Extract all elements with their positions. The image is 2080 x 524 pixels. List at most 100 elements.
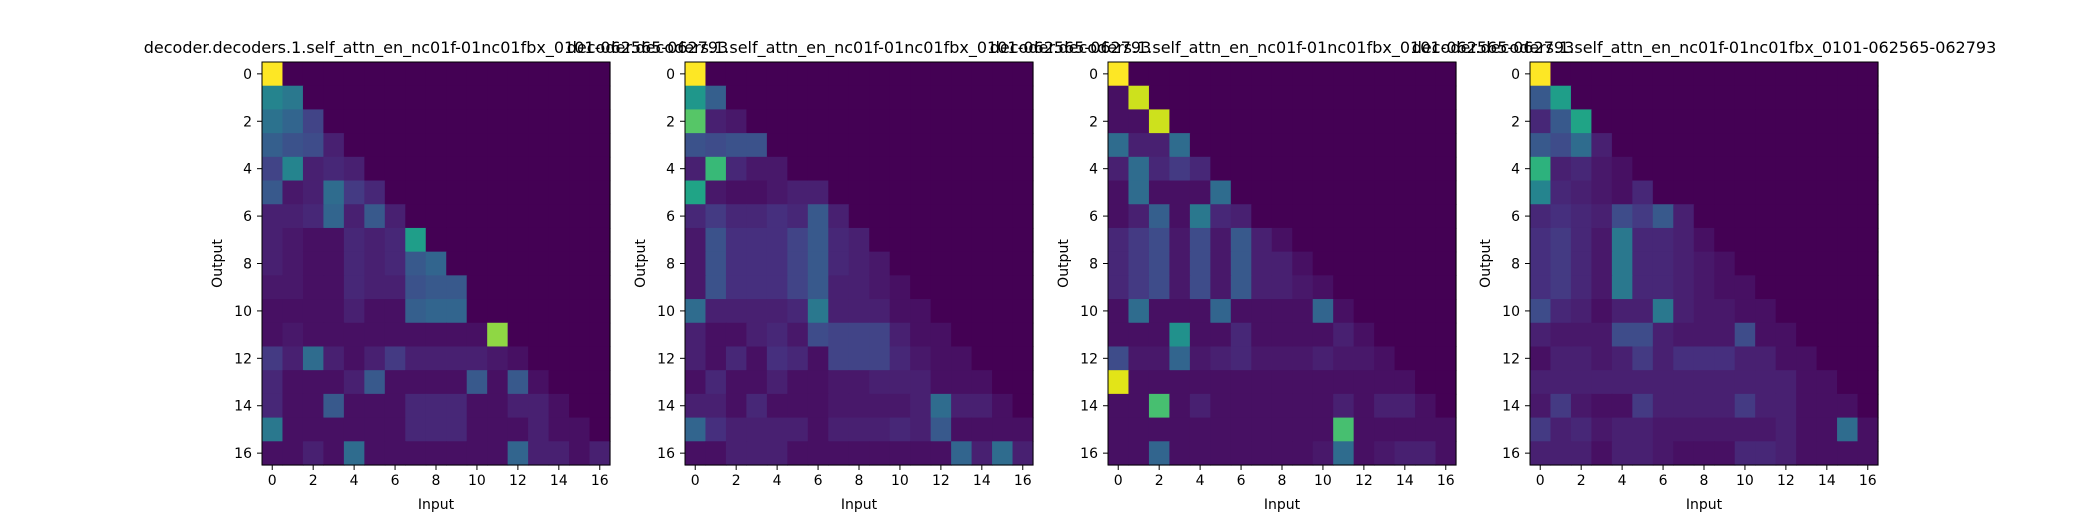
heatmap-cell xyxy=(1353,370,1375,395)
heatmap-cell xyxy=(1189,322,1211,348)
y-axis-label: Output xyxy=(1056,239,1072,288)
heatmap-cell xyxy=(1394,227,1416,253)
heatmap-cell xyxy=(1108,204,1130,229)
y-tick-label: 10 xyxy=(657,304,675,320)
heatmap-cell xyxy=(1148,346,1171,371)
heatmap-cell xyxy=(1591,275,1613,300)
heatmap-cell xyxy=(1734,204,1756,229)
heatmap-cell xyxy=(1611,417,1633,442)
x-tick-label: 8 xyxy=(432,473,441,489)
heatmap-cell xyxy=(951,156,973,182)
x-tick-label: 10 xyxy=(468,473,486,489)
heatmap-cell xyxy=(282,393,304,419)
heatmap-cell xyxy=(323,109,345,134)
heatmap-panel: 0 2 4 6 8 10 12 14 16 0 2 4 6 8 10 12 14 16 Input Output dec… xyxy=(144,38,729,513)
y-tick-label: 8 xyxy=(1089,257,1098,273)
heatmap-cell xyxy=(1128,417,1150,442)
y-tick-label: 0 xyxy=(666,67,675,83)
heatmap-cell xyxy=(1632,109,1654,134)
heatmap-cell xyxy=(1837,133,1859,158)
heatmap-cell xyxy=(1816,441,1838,466)
heatmap-cell xyxy=(1693,417,1715,442)
heatmap-cell xyxy=(1169,133,1191,158)
heatmap-cell xyxy=(1693,370,1715,395)
heatmap-cell xyxy=(1312,370,1334,395)
heatmap-cell xyxy=(1816,109,1838,134)
heatmap-cell xyxy=(569,393,591,419)
heatmap-cell xyxy=(766,204,788,229)
heatmap-cell xyxy=(992,109,1014,134)
heatmap-cell xyxy=(1251,417,1273,442)
heatmap-cell xyxy=(766,393,788,419)
heatmap-cell xyxy=(1734,109,1756,134)
heatmap-cell xyxy=(1169,370,1191,395)
heatmap-cell xyxy=(569,417,591,442)
heatmap-cell xyxy=(1108,62,1130,87)
heatmap-cell xyxy=(302,227,325,253)
heatmap-cell xyxy=(766,85,788,111)
heatmap-cell xyxy=(1591,346,1613,371)
heatmap-cell xyxy=(951,322,973,348)
heatmap-cell xyxy=(446,133,468,158)
heatmap-cell xyxy=(725,441,748,466)
heatmap-cell xyxy=(1570,393,1593,419)
heatmap-cell xyxy=(1652,346,1674,371)
heatmap-cell xyxy=(262,85,284,111)
heatmap-cell xyxy=(1189,180,1211,205)
heatmap-cell xyxy=(302,441,325,466)
heatmap-cell xyxy=(1312,180,1334,205)
heatmap-cell xyxy=(848,133,870,158)
heatmap-cell xyxy=(807,251,829,276)
heatmap-cell xyxy=(589,299,611,324)
heatmap-cell xyxy=(1652,299,1674,324)
heatmap-cell xyxy=(1292,85,1314,111)
heatmap-cell xyxy=(1857,133,1879,158)
heatmap-cell xyxy=(1292,417,1314,442)
heatmap-cell xyxy=(1415,180,1437,205)
heatmap-cell xyxy=(766,346,788,371)
heatmap-cell xyxy=(323,204,345,229)
heatmap-cell xyxy=(548,322,570,348)
heatmap-cell xyxy=(487,441,509,466)
heatmap-cell xyxy=(1734,62,1756,87)
heatmap-cell xyxy=(705,156,727,182)
heatmap-cell xyxy=(507,417,529,442)
heatmap-cell xyxy=(1435,346,1457,371)
heatmap-cell xyxy=(589,109,611,134)
heatmap-cell xyxy=(1570,322,1593,348)
heatmap-cell xyxy=(405,133,427,158)
heatmap-cell xyxy=(1415,275,1437,300)
heatmap-cell xyxy=(1333,227,1355,253)
heatmap-cell xyxy=(1415,393,1437,419)
heatmap-cell xyxy=(1796,85,1818,111)
heatmap-cell xyxy=(364,227,386,253)
heatmap-cell xyxy=(1673,85,1695,111)
heatmap-cell xyxy=(1591,251,1613,276)
heatmap-cell xyxy=(569,85,591,111)
heatmap-cell xyxy=(1353,322,1375,348)
heatmap-cell xyxy=(323,275,345,300)
heatmap-cell xyxy=(1128,393,1150,419)
heatmap-cell xyxy=(705,299,727,324)
heatmap-cell xyxy=(1755,204,1777,229)
heatmap-cell xyxy=(910,275,932,300)
heatmap-cell xyxy=(1857,370,1879,395)
heatmap-cell xyxy=(889,251,911,276)
y-tick-label: 2 xyxy=(243,114,252,130)
heatmap-cell xyxy=(1108,441,1130,466)
heatmap-cell xyxy=(487,133,509,158)
heatmap-cell xyxy=(1714,346,1736,371)
heatmap-cell xyxy=(1169,346,1191,371)
heatmap-cell xyxy=(1550,370,1572,395)
heatmap-cell xyxy=(425,109,447,134)
heatmap-cell xyxy=(364,251,386,276)
x-tick-label: 4 xyxy=(1196,473,1205,489)
heatmap-cell xyxy=(1271,62,1293,87)
heatmap-cell xyxy=(1714,204,1736,229)
heatmap-cell xyxy=(1734,275,1756,300)
heatmap-cell xyxy=(1230,251,1252,276)
heatmap-cell xyxy=(787,180,809,205)
heatmap-cell xyxy=(1837,156,1859,182)
y-tick-label: 4 xyxy=(666,162,675,178)
heatmap-cell xyxy=(746,322,768,348)
